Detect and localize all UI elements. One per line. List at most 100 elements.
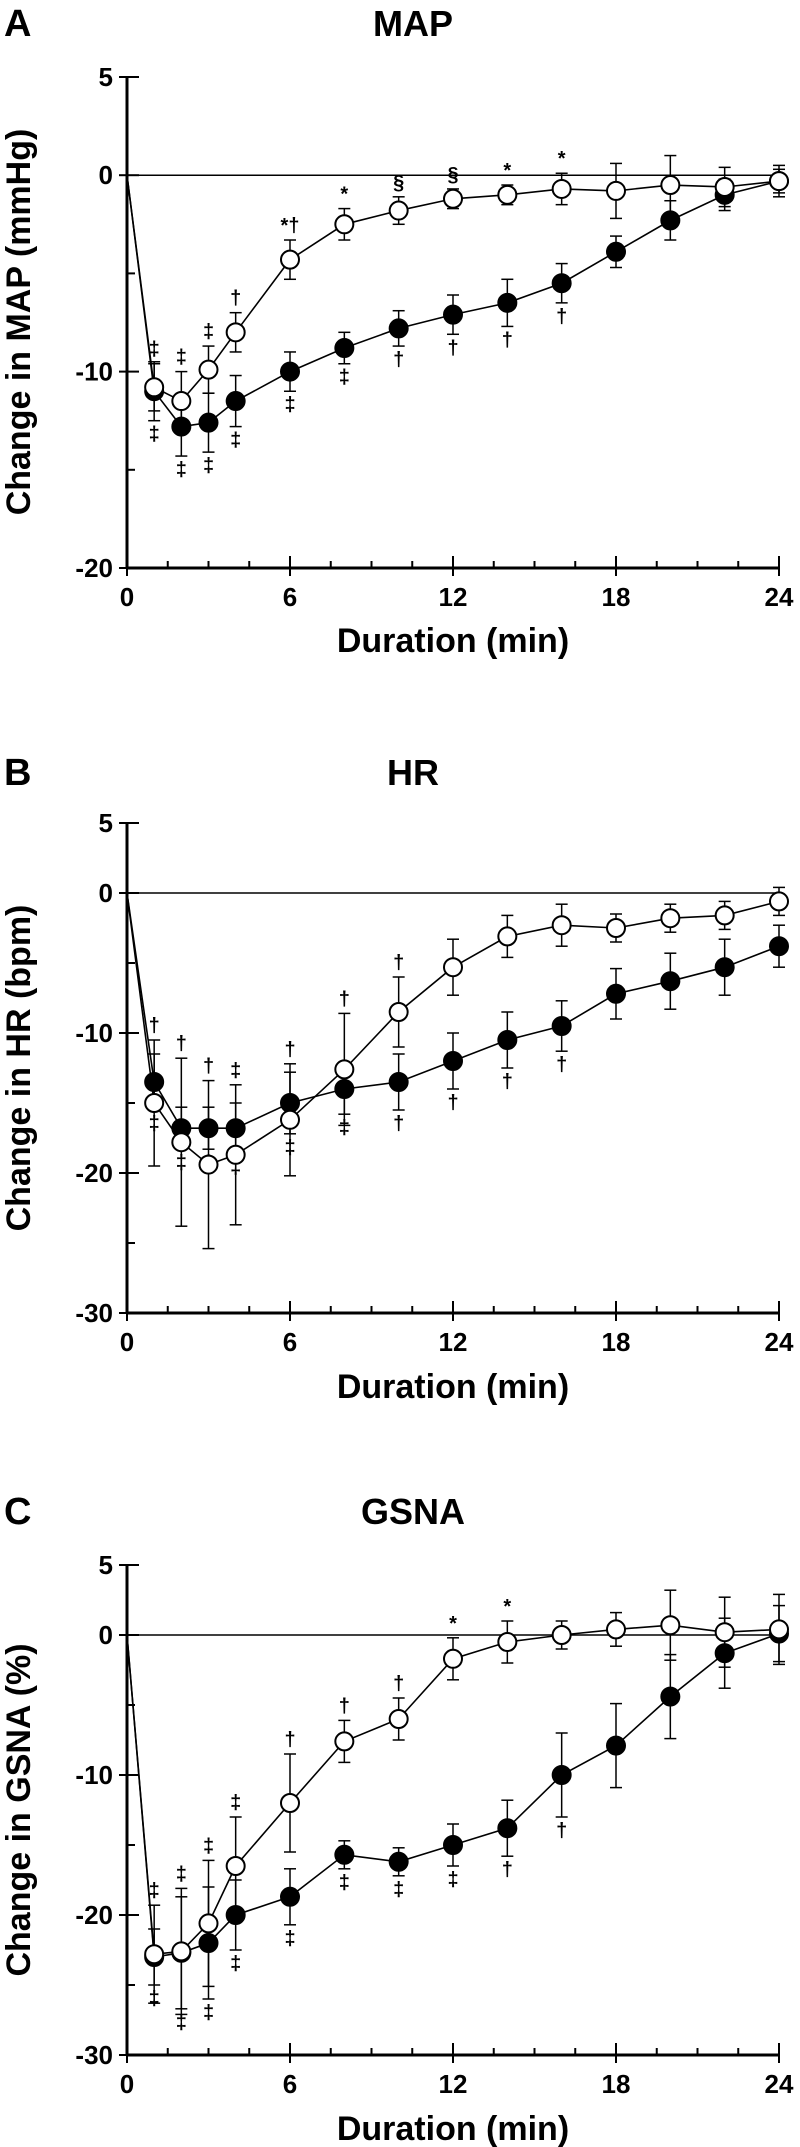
significance-marker: ‡ <box>149 1880 160 1902</box>
data-point <box>388 1072 409 1092</box>
data-point <box>334 1059 355 1080</box>
data-point <box>144 377 165 398</box>
significance-marker: ‡ <box>393 1879 404 1901</box>
significance-marker: ‡ <box>339 367 350 389</box>
y-tick-label: 0 <box>99 160 113 190</box>
data-point <box>769 891 789 912</box>
data-point <box>551 178 572 199</box>
data-point <box>388 318 409 339</box>
data-point <box>551 273 572 294</box>
significance-marker: † <box>203 1056 214 1078</box>
significance-marker: ‡ <box>230 1060 241 1082</box>
x-tick-label: 12 <box>439 2069 468 2099</box>
data-point <box>225 1144 246 1165</box>
panel-letter: A <box>4 3 31 45</box>
x-tick-label: 24 <box>765 1327 794 1357</box>
significance-marker: * <box>503 160 511 182</box>
data-point <box>198 412 219 433</box>
data-point <box>606 983 626 1004</box>
significance-marker: † <box>556 1820 567 1842</box>
data-point <box>606 1735 626 1756</box>
x-tick-label: 18 <box>602 2069 631 2099</box>
data-point <box>171 1132 192 1153</box>
significance-marker: † <box>176 1033 187 1055</box>
data-point <box>334 338 355 359</box>
significance-marker: † <box>556 306 567 328</box>
data-point <box>606 241 626 262</box>
data-point <box>660 1615 681 1636</box>
y-tick-label: 5 <box>99 808 113 838</box>
x-tick-label: 6 <box>283 582 297 612</box>
data-point <box>198 1913 219 1934</box>
significance-marker: ‡ <box>203 455 214 477</box>
significance-marker: ‡ <box>149 424 160 446</box>
data-point <box>171 1941 192 1962</box>
y-tick-label: 5 <box>99 1550 113 1580</box>
significance-marker: † <box>230 288 241 310</box>
series-open: ‡ ‡ ‡ ‡ † † † * * <box>126 1589 789 2016</box>
data-point <box>144 1093 165 1113</box>
x-tick-label: 12 <box>439 1327 468 1357</box>
data-point <box>769 171 789 192</box>
significance-marker: † <box>339 988 350 1010</box>
data-point <box>225 391 246 412</box>
data-point <box>334 214 355 235</box>
data-point <box>551 915 572 936</box>
significance-marker: ‡ <box>230 1953 241 1975</box>
significance-marker: † <box>393 1673 404 1695</box>
x-tick-label: 12 <box>439 582 468 612</box>
significance-marker: † <box>339 1695 350 1717</box>
y-tick-label: -20 <box>75 1158 113 1188</box>
data-point <box>388 200 409 221</box>
x-axis-title: Duration (min) <box>337 1368 569 1406</box>
significance-marker: * <box>340 184 348 206</box>
y-tick-label: -10 <box>75 357 113 387</box>
significance-marker: ‡ <box>203 2002 214 2024</box>
significance-marker: *† <box>281 215 300 237</box>
series-filled: ‡‡‡‡‡‡†††† <box>126 892 789 1178</box>
data-point <box>497 926 518 947</box>
significance-marker: † <box>149 1015 160 1037</box>
data-point <box>660 1686 681 1707</box>
significance-marker: † <box>447 1092 458 1114</box>
data-point <box>551 1765 572 1785</box>
y-tick-label: 0 <box>99 1620 113 1650</box>
data-point <box>280 361 300 382</box>
data-point <box>388 1709 409 1729</box>
y-tick-label: 5 <box>99 62 113 92</box>
panel-c: C GSNA -30 -20 -10 0 5 0 6 12 18 24 Duration (min) Ch… <box>0 1491 794 2147</box>
series-filled: ‡ ‡ ‡ ‡ ‡ ‡ ‡ ‡ † † <box>126 1604 789 2034</box>
significance-marker: ‡ <box>176 2012 187 2034</box>
data-point <box>388 1002 409 1022</box>
series-line <box>126 892 780 1166</box>
significance-marker: † <box>502 1071 513 1093</box>
data-point <box>280 1886 300 1907</box>
significance-marker: † <box>393 1113 404 1135</box>
data-point <box>769 1619 789 1640</box>
significance-marker: * <box>503 1596 511 1618</box>
significance-marker: ‡ <box>339 1872 350 1894</box>
data-point <box>660 971 681 992</box>
data-point <box>497 184 518 205</box>
x-axis-title: Duration (min) <box>337 622 569 660</box>
significance-marker: † <box>447 337 458 359</box>
y-tick-label: -30 <box>75 1298 113 1328</box>
x-tick-label: 24 <box>765 582 794 612</box>
x-tick-label: 6 <box>283 1327 297 1357</box>
significance-marker: † <box>502 1859 513 1881</box>
significance-marker: § <box>393 172 404 194</box>
data-point <box>714 905 735 926</box>
x-tick-label: 0 <box>120 582 134 612</box>
y-axis-title: Change in GSNA (%) <box>0 1643 38 1976</box>
chart-title: HR <box>387 752 439 793</box>
significance-marker: ‡ <box>339 1117 350 1139</box>
x-tick-label: 0 <box>120 2069 134 2099</box>
data-point <box>660 908 681 929</box>
x-tick-label: 18 <box>602 1327 631 1357</box>
data-point <box>497 1632 518 1652</box>
data-point <box>443 1051 463 1071</box>
significance-marker: ‡ <box>149 339 160 361</box>
significance-marker: * <box>558 148 566 170</box>
data-point <box>334 1844 355 1865</box>
